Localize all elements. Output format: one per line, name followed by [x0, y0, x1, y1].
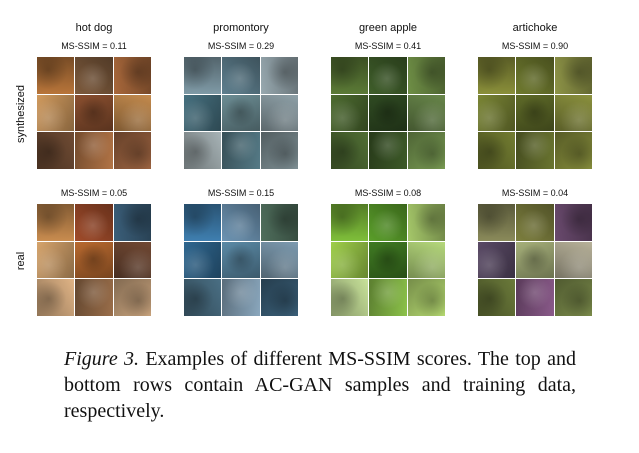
- image-tile: [331, 279, 369, 316]
- image-tile: [113, 241, 151, 279]
- image-tile: [37, 241, 75, 279]
- image-tile: [260, 94, 298, 132]
- image-tile: [478, 57, 516, 94]
- image-tile: [184, 57, 222, 94]
- image-tile: [369, 132, 407, 169]
- image-tile: [222, 241, 260, 279]
- image-tile: [260, 204, 298, 241]
- image-tile: [113, 57, 151, 94]
- image-tile: [331, 132, 369, 169]
- image-tile: [331, 94, 369, 132]
- column-title-green-apple: green apple: [358, 22, 418, 34]
- image-tile: [478, 204, 516, 241]
- image-tile: [75, 241, 113, 279]
- column-title-artichoke: artichoke: [512, 22, 558, 34]
- image-tile: [369, 241, 407, 279]
- image-tile: [331, 57, 369, 94]
- image-tile: [478, 132, 516, 169]
- image-tile: [260, 57, 298, 94]
- image-tile: [184, 94, 222, 132]
- image-grid-synth-artichoke: [478, 57, 592, 169]
- image-tile: [478, 94, 516, 132]
- image-tile: [222, 279, 260, 316]
- image-tile: [516, 279, 554, 316]
- image-tile: [407, 279, 445, 316]
- image-tile: [554, 279, 592, 316]
- image-tile: [369, 57, 407, 94]
- image-grid-synth-promontory: [184, 57, 298, 169]
- image-tile: [331, 204, 369, 241]
- image-tile: [369, 204, 407, 241]
- image-tile: [407, 57, 445, 94]
- image-tile: [37, 94, 75, 132]
- image-tile: [554, 57, 592, 94]
- synth-score-hot-dog: MS-SSIM = 0.11: [61, 41, 127, 51]
- image-tile: [113, 279, 151, 316]
- image-tile: [222, 204, 260, 241]
- real-score-hot-dog: MS-SSIM = 0.05: [60, 188, 128, 198]
- image-tile: [407, 241, 445, 279]
- figure-label: Figure 3.: [64, 348, 140, 370]
- image-grid-synth-hot-dog: [37, 57, 151, 169]
- image-tile: [554, 132, 592, 169]
- row-label-synthesized: synthesized: [15, 84, 27, 144]
- image-tile: [113, 94, 151, 132]
- image-tile: [222, 132, 260, 169]
- image-tile: [407, 94, 445, 132]
- image-tile: [113, 132, 151, 169]
- image-grid-synth-green-apple: [331, 57, 445, 169]
- image-tile: [75, 279, 113, 316]
- image-tile: [37, 279, 75, 316]
- image-tile: [478, 241, 516, 279]
- synth-score-promontory: MS-SSIM = 0.29: [207, 41, 275, 51]
- image-tile: [37, 132, 75, 169]
- figure-caption: Figure 3. Examples of different MS-SSIM …: [64, 346, 576, 424]
- image-tile: [37, 204, 75, 241]
- image-tile: [369, 279, 407, 316]
- image-tile: [554, 204, 592, 241]
- image-tile: [260, 132, 298, 169]
- image-grid-real-hot-dog: [37, 204, 151, 316]
- image-tile: [516, 132, 554, 169]
- image-tile: [75, 204, 113, 241]
- image-tile: [554, 241, 592, 279]
- image-tile: [407, 132, 445, 169]
- caption-text: Examples of different MS-SSIM scores. Th…: [64, 348, 576, 422]
- image-tile: [554, 94, 592, 132]
- real-score-promontory: MS-SSIM = 0.15: [207, 188, 275, 198]
- image-tile: [184, 241, 222, 279]
- image-tile: [75, 132, 113, 169]
- image-tile: [113, 204, 151, 241]
- image-tile: [184, 132, 222, 169]
- image-grid-real-promontory: [184, 204, 298, 316]
- image-tile: [516, 57, 554, 94]
- image-tile: [222, 57, 260, 94]
- image-tile: [184, 279, 222, 316]
- row-label-real: real: [15, 251, 27, 271]
- image-tile: [222, 94, 260, 132]
- image-tile: [260, 279, 298, 316]
- image-tile: [516, 241, 554, 279]
- image-tile: [37, 57, 75, 94]
- image-tile: [407, 204, 445, 241]
- real-score-green-apple: MS-SSIM = 0.08: [354, 188, 422, 198]
- image-tile: [184, 204, 222, 241]
- image-tile: [516, 94, 554, 132]
- column-title-hot-dog: hot dog: [75, 22, 113, 34]
- image-tile: [369, 94, 407, 132]
- image-grid-real-artichoke: [478, 204, 592, 316]
- image-tile: [516, 204, 554, 241]
- image-tile: [478, 279, 516, 316]
- image-tile: [260, 241, 298, 279]
- image-tile: [75, 57, 113, 94]
- column-title-promontory: promontory: [213, 22, 269, 34]
- image-tile: [75, 94, 113, 132]
- synth-score-green-apple: MS-SSIM = 0.41: [354, 41, 422, 51]
- real-score-artichoke: MS-SSIM = 0.04: [501, 188, 569, 198]
- image-grid-real-green-apple: [331, 204, 445, 316]
- image-tile: [331, 241, 369, 279]
- synth-score-artichoke: MS-SSIM = 0.90: [501, 41, 569, 51]
